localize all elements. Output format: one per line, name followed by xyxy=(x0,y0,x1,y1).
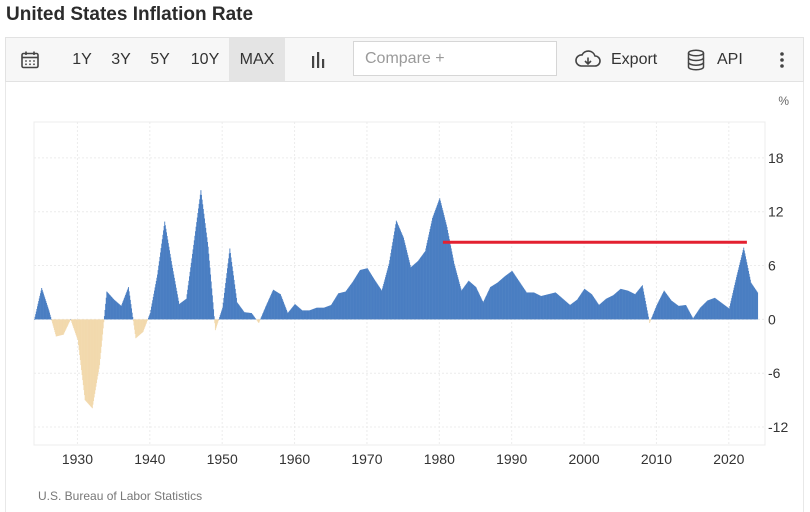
range-max-button[interactable]: MAX xyxy=(229,38,285,81)
chart-toolbar: 1Y 3Y 5Y 10Y MAX Export API xyxy=(5,37,804,82)
range-3y-button[interactable]: 3Y xyxy=(111,50,131,68)
export-button[interactable]: Export xyxy=(574,38,666,81)
cloud-download-icon xyxy=(575,49,601,67)
range-10y-button[interactable]: 10Y xyxy=(190,50,220,68)
source-label: U.S. Bureau of Labor Statistics xyxy=(38,489,203,503)
calendar-button[interactable] xyxy=(12,38,48,81)
export-label: Export xyxy=(611,50,658,68)
api-label: API xyxy=(717,50,743,68)
database-icon xyxy=(687,48,705,71)
range-1y-button[interactable]: 1Y xyxy=(72,50,92,68)
more-options-button[interactable] xyxy=(770,38,794,81)
compare-box xyxy=(353,41,557,76)
calendar-icon xyxy=(21,51,39,68)
bar-chart-icon xyxy=(312,51,325,68)
more-vertical-icon xyxy=(780,51,784,68)
range-5y-button[interactable]: 5Y xyxy=(150,50,170,68)
page-title: United States Inflation Rate xyxy=(6,4,254,25)
api-button[interactable]: API xyxy=(686,38,756,81)
chart-frame xyxy=(5,82,804,512)
chart-type-button[interactable] xyxy=(303,38,333,81)
compare-input[interactable] xyxy=(354,42,545,75)
